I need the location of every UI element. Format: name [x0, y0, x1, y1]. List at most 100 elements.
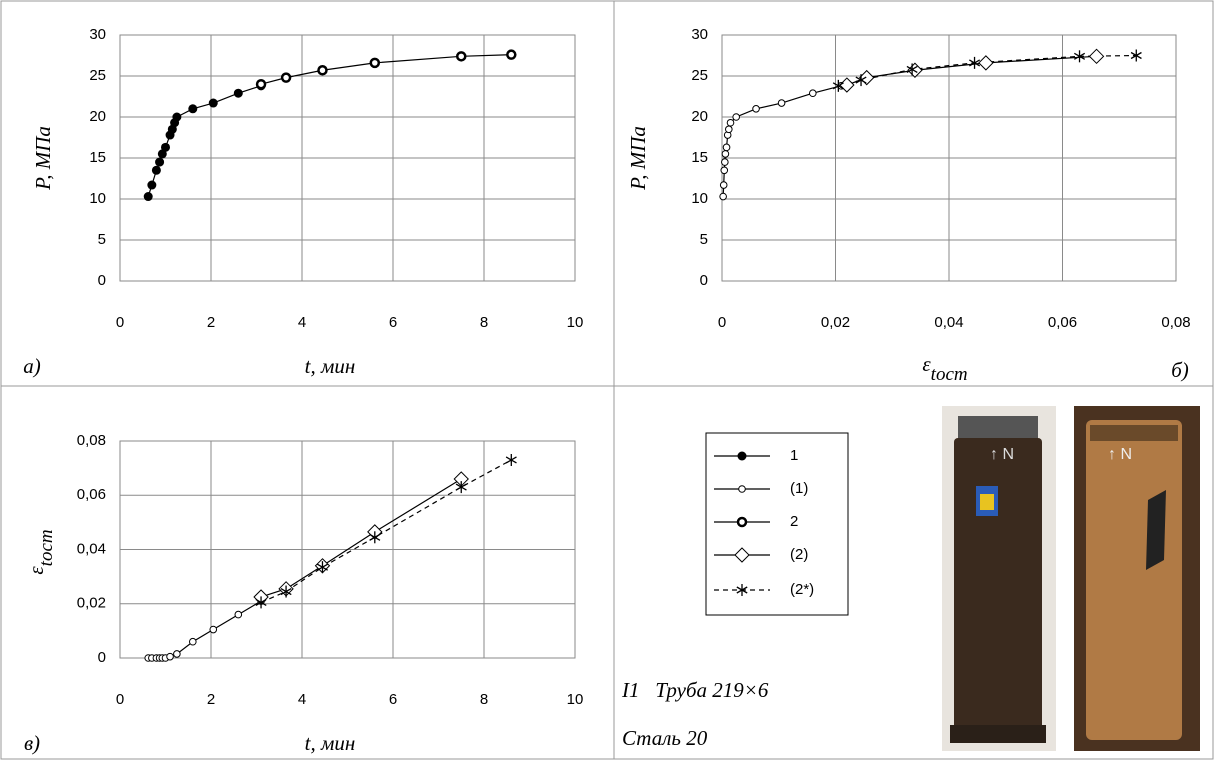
- point: [189, 637, 197, 646]
- point: [736, 516, 748, 528]
- plot-area: [119, 440, 576, 659]
- point: [752, 105, 760, 113]
- x-tick-label: 6: [389, 691, 397, 708]
- marker: [725, 125, 733, 134]
- point: [317, 65, 328, 76]
- legend-label: 2: [790, 513, 798, 530]
- y-tick-label: 20: [89, 108, 106, 125]
- axis-label: P, МПа: [626, 126, 650, 191]
- x-tick-label: 10: [567, 691, 584, 708]
- point: [208, 98, 218, 108]
- point: [978, 55, 994, 71]
- axis-label-main: ε: [24, 566, 48, 575]
- y-tick-label: 25: [89, 67, 106, 84]
- x-tick-label: 0,02: [821, 314, 850, 331]
- axis-label: εtocm: [922, 352, 967, 386]
- axis-label-sub: tocm: [36, 529, 57, 566]
- marker: [1074, 52, 1086, 60]
- marker: [172, 112, 182, 122]
- x-tick-label: 0,04: [934, 314, 963, 331]
- point: [455, 481, 467, 494]
- x-tick-label: 0: [116, 314, 124, 331]
- panel-label: а): [23, 354, 41, 378]
- legend-label: (1): [790, 480, 808, 497]
- point: [725, 125, 733, 134]
- marker: [317, 65, 328, 76]
- x-tick-label: 8: [480, 691, 488, 708]
- marker: [155, 157, 165, 167]
- point: [369, 57, 381, 69]
- marker: [1130, 51, 1142, 60]
- x-tick-label: 6: [389, 314, 397, 331]
- point: [906, 63, 918, 76]
- y-tick-label: 0,02: [77, 595, 106, 612]
- caption: I1 Труба 219×6: [621, 678, 769, 702]
- point: [166, 652, 174, 661]
- marker: [1088, 48, 1105, 65]
- point: [737, 451, 747, 461]
- marker: [166, 652, 174, 661]
- x-tick-label: 2: [207, 691, 215, 708]
- marker: [752, 105, 760, 113]
- axis-label: t, мин: [305, 731, 356, 755]
- point: [505, 453, 517, 466]
- x-tick-label: 2: [207, 314, 215, 331]
- marker: [506, 49, 517, 60]
- point: [369, 531, 381, 544]
- svg-text:↑ N: ↑ N: [990, 446, 1014, 463]
- marker: [280, 587, 292, 596]
- y-tick-label: 30: [691, 26, 708, 43]
- x-tick-label: 10: [567, 314, 584, 331]
- marker: [736, 586, 748, 594]
- marker: [736, 516, 748, 528]
- panel-label: б): [1171, 358, 1189, 382]
- axis-label-sub: tocm: [931, 364, 968, 385]
- point: [736, 584, 748, 596]
- photo: ↑ N: [1074, 406, 1200, 751]
- point: [188, 104, 198, 114]
- marker: [719, 181, 728, 189]
- marker: [173, 650, 181, 658]
- marker: [505, 456, 517, 464]
- point: [855, 74, 867, 87]
- point: [1130, 49, 1142, 62]
- point: [143, 192, 153, 202]
- marker: [738, 485, 746, 493]
- point: [147, 180, 157, 190]
- point: [719, 192, 727, 201]
- y-tick-label: 25: [691, 67, 708, 84]
- marker: [151, 165, 161, 175]
- marker: [455, 483, 467, 491]
- legend-box: [705, 432, 849, 616]
- marker: [732, 113, 740, 121]
- point: [732, 113, 740, 121]
- point: [721, 158, 729, 166]
- y-tick-label: 10: [89, 190, 106, 207]
- plot-area: [119, 34, 576, 282]
- marker: [720, 166, 729, 175]
- y-tick-label: 0,06: [77, 486, 106, 503]
- marker: [777, 99, 786, 107]
- x-tick-label: 4: [298, 314, 306, 331]
- y-tick-label: 0,04: [77, 540, 106, 557]
- marker: [809, 89, 817, 98]
- marker: [832, 82, 844, 90]
- marker: [316, 563, 328, 571]
- point: [777, 99, 786, 107]
- marker: [906, 65, 918, 74]
- marker: [456, 51, 467, 62]
- legend-label: (2*): [790, 581, 814, 598]
- y-tick-label: 0: [700, 272, 708, 289]
- point: [832, 79, 844, 92]
- point: [173, 650, 181, 658]
- marker: [737, 451, 747, 461]
- point: [255, 596, 267, 609]
- y-tick-label: 5: [98, 231, 106, 248]
- marker: [188, 104, 198, 114]
- y-tick-label: 0,08: [77, 432, 106, 449]
- legend-label: 1: [790, 447, 798, 464]
- point: [722, 143, 731, 152]
- marker: [855, 76, 867, 84]
- point: [809, 89, 817, 98]
